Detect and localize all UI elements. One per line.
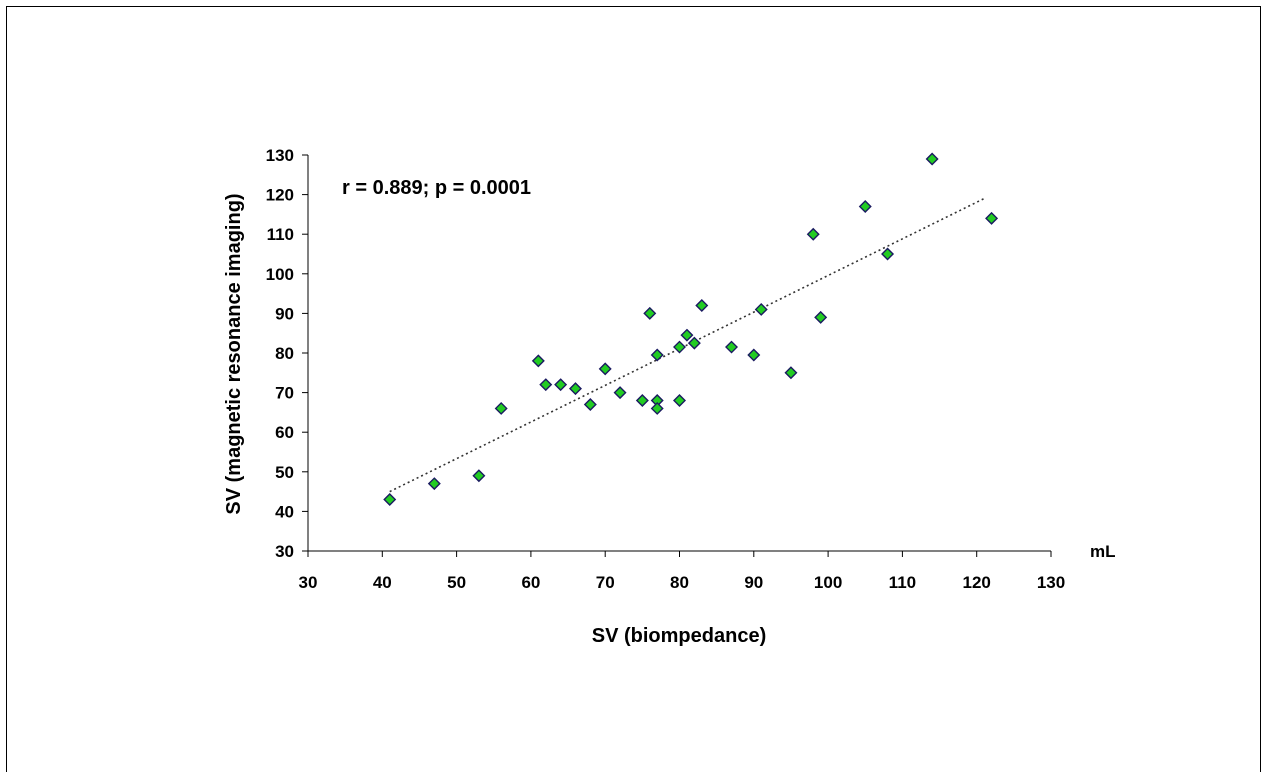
- x-tick-label: 60: [521, 573, 540, 592]
- data-point: [494, 401, 508, 415]
- y-tick-label: 120: [266, 186, 294, 205]
- data-point: [650, 401, 664, 415]
- data-point: [427, 477, 441, 491]
- data-point: [383, 493, 397, 507]
- data-point: [754, 302, 768, 316]
- data-point: [673, 394, 686, 408]
- x-axis-label: SV (biompedance): [592, 625, 766, 647]
- trendline: [389, 197, 985, 493]
- data-point: [881, 247, 895, 261]
- y-axis-label: SV (magnetic resonance imaging): [223, 193, 245, 514]
- data-point: [650, 348, 664, 362]
- x-tick-label: 110: [889, 573, 916, 592]
- x-tick-label: 50: [447, 573, 466, 592]
- data-point: [613, 386, 627, 400]
- data-point: [985, 211, 999, 225]
- data-point: [695, 298, 709, 312]
- axes: 30 40 50 60 70 80 90 100 110 120 130 30 40 50 60 70 80 90…: [266, 146, 1066, 592]
- data-point: [568, 382, 582, 396]
- y-tick-label: 130: [266, 146, 294, 165]
- data-point: [814, 310, 828, 324]
- unit-label: mL: [1090, 542, 1116, 561]
- y-tick-label: 110: [267, 225, 294, 244]
- x-tick-label: 30: [299, 573, 318, 592]
- x-tick-label: 130: [1037, 573, 1065, 592]
- data-point: [598, 362, 612, 376]
- x-tick-label: 90: [744, 573, 763, 592]
- y-tick-label: 30: [275, 542, 294, 561]
- data-point: [725, 340, 738, 354]
- x-tick-label: 80: [670, 573, 689, 592]
- data-point: [643, 306, 657, 320]
- x-tick-label: 70: [596, 573, 615, 592]
- trendline-group: [389, 197, 985, 493]
- data-point: [925, 152, 939, 166]
- data-point: [583, 397, 597, 411]
- correlation-annotation: r = 0.889; p = 0.0001: [342, 177, 531, 199]
- y-tick-label: 100: [266, 265, 294, 284]
- x-tick-label: 40: [373, 573, 392, 592]
- data-point: [635, 394, 649, 408]
- points-group: [383, 152, 999, 507]
- data-point: [539, 378, 553, 392]
- x-tick-label: 100: [814, 573, 842, 592]
- data-point: [747, 348, 761, 362]
- chart-border: [6, 6, 1261, 777]
- y-tick-label: 40: [275, 502, 294, 521]
- y-tick-label: 60: [275, 423, 294, 442]
- y-tick-label: 50: [275, 463, 294, 482]
- y-tick-label: 90: [275, 304, 294, 323]
- y-tick-label: 80: [275, 344, 294, 363]
- data-point: [687, 336, 701, 350]
- data-point: [858, 199, 872, 213]
- y-tick-label: 70: [275, 384, 294, 403]
- data-point: [472, 469, 486, 483]
- x-tick-label: 120: [963, 573, 991, 592]
- data-point: [806, 227, 820, 241]
- data-point: [531, 354, 545, 368]
- data-point: [784, 366, 798, 380]
- data-point: [554, 378, 568, 392]
- data-point: [680, 328, 694, 342]
- data-point: [673, 340, 686, 354]
